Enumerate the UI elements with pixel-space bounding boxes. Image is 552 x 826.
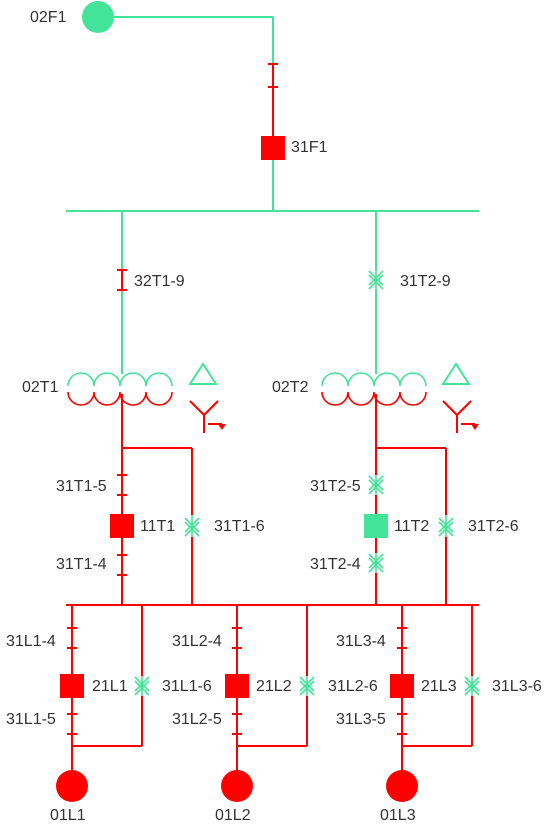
source-label: 02F1 bbox=[30, 9, 67, 26]
l2-upper-switch[interactable] bbox=[232, 627, 242, 649]
transformer-t1[interactable] bbox=[67, 372, 173, 406]
l2-lower-switch-label: 31L2-5 bbox=[172, 711, 222, 728]
t2-wye-ground-icon bbox=[442, 400, 479, 433]
t1-bypass-switch-label: 31T1-6 bbox=[214, 518, 265, 535]
t1-delta-icon bbox=[188, 362, 218, 385]
t2-bypass-switch[interactable] bbox=[438, 515, 454, 537]
t2-label: 02T2 bbox=[272, 379, 309, 396]
t1-lower-switch[interactable] bbox=[117, 554, 127, 576]
t1-upper-switch[interactable] bbox=[117, 474, 127, 496]
l1-breaker[interactable] bbox=[60, 674, 84, 698]
t2-lower-switch[interactable] bbox=[368, 553, 384, 573]
source-generator[interactable] bbox=[82, 1, 114, 33]
t2-lower-switch-label: 31T2-4 bbox=[310, 556, 361, 573]
l1-bypass-switch[interactable] bbox=[134, 676, 150, 696]
t1-wye-ground-icon bbox=[189, 400, 226, 433]
t2-breaker[interactable] bbox=[364, 514, 388, 538]
l1-breaker-label: 21L1 bbox=[92, 678, 128, 695]
l3-load-label: 01L3 bbox=[380, 807, 416, 824]
l3-lower-switch-label: 31L3-5 bbox=[336, 711, 386, 728]
t1-breaker[interactable] bbox=[110, 514, 134, 538]
l2-lower-switch[interactable] bbox=[232, 713, 242, 735]
l3-lower-switch[interactable] bbox=[397, 713, 407, 735]
l1-lower-switch[interactable] bbox=[67, 713, 77, 735]
t2-lv-bay bbox=[375, 394, 447, 605]
l1-bypass-switch-label: 31L1-6 bbox=[162, 678, 212, 695]
t1-label: 02T1 bbox=[22, 379, 59, 396]
l2-breaker-label: 21L2 bbox=[256, 678, 292, 695]
l3-upper-switch-label: 31L3-4 bbox=[336, 633, 386, 650]
l3-load[interactable] bbox=[386, 770, 418, 802]
t1-lv-bay bbox=[121, 394, 193, 605]
main-breaker-label: 31F1 bbox=[291, 139, 328, 156]
transformer-t2[interactable] bbox=[321, 372, 427, 406]
l1-load[interactable] bbox=[56, 770, 88, 802]
l2-bypass-switch-label: 31L2-6 bbox=[328, 678, 378, 695]
t2-delta-icon bbox=[441, 362, 471, 385]
t2-breaker-label: 11T2 bbox=[394, 518, 429, 535]
t2-hv-switch-label: 31T2-9 bbox=[400, 273, 451, 290]
t1-bypass-switch[interactable] bbox=[184, 515, 200, 537]
t2-hv-switch[interactable] bbox=[368, 270, 384, 290]
l3-breaker[interactable] bbox=[390, 674, 414, 698]
l3-breaker-label: 21L3 bbox=[421, 678, 457, 695]
main-disconnector[interactable] bbox=[268, 63, 278, 88]
l2-bypass-switch[interactable] bbox=[299, 676, 315, 696]
l2-breaker[interactable] bbox=[225, 674, 249, 698]
l3-bypass-switch[interactable] bbox=[464, 676, 480, 696]
l3-upper-switch[interactable] bbox=[397, 627, 407, 649]
t1-lower-switch-label: 31T1-4 bbox=[56, 556, 107, 573]
t2-upper-switch-label: 31T2-5 bbox=[310, 478, 361, 495]
l2-upper-switch-label: 31L2-4 bbox=[172, 633, 222, 650]
t2-bypass-switch-label: 31T2-6 bbox=[468, 518, 519, 535]
l3-bypass-switch-label: 31L3-6 bbox=[492, 678, 542, 695]
t1-hv-switch-label: 32T1-9 bbox=[134, 273, 185, 290]
l1-upper-switch-label: 31L1-4 bbox=[6, 633, 56, 650]
t1-upper-switch-label: 31T1-5 bbox=[56, 478, 107, 495]
t2-upper-switch[interactable] bbox=[368, 475, 384, 495]
t1-hv-switch[interactable] bbox=[117, 269, 127, 291]
t1-breaker-label: 11T1 bbox=[140, 518, 175, 535]
l2-load[interactable] bbox=[221, 770, 253, 802]
l2-load-label: 01L2 bbox=[215, 807, 251, 824]
main-breaker[interactable] bbox=[261, 136, 285, 160]
l1-upper-switch[interactable] bbox=[67, 627, 77, 649]
l1-lower-switch-label: 31L1-5 bbox=[6, 711, 56, 728]
l1-load-label: 01L1 bbox=[50, 807, 86, 824]
